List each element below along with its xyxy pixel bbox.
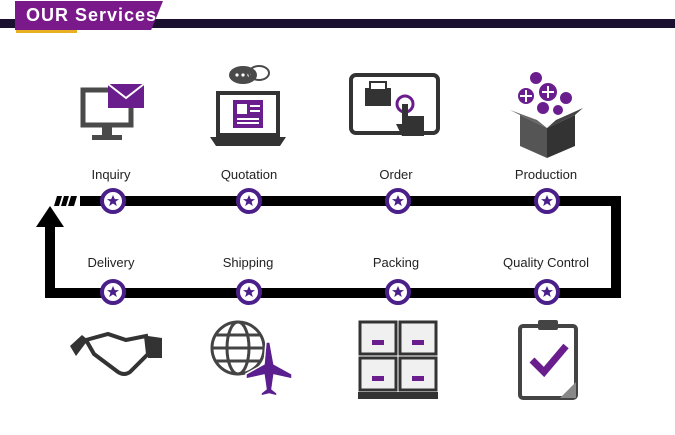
computer-mail-icon <box>80 83 145 140</box>
process-track <box>36 196 621 298</box>
step-label-inquiry: Inquiry <box>91 167 131 182</box>
handshake-icon <box>70 331 162 376</box>
touchscreen-printer-icon <box>349 73 440 136</box>
step-marker-order <box>385 188 411 214</box>
box-plus-icon <box>510 72 583 158</box>
header-tab <box>15 1 163 30</box>
step-marker-delivery <box>100 279 126 305</box>
step-label-production: Production <box>514 167 578 182</box>
header-bar <box>0 19 675 28</box>
step-marker-quotation <box>236 188 262 214</box>
header-accent <box>16 30 77 33</box>
globe-plane-icon <box>210 320 293 397</box>
step-marker-inquiry <box>100 188 126 214</box>
step-marker-shipping <box>236 279 262 305</box>
step-label-packing: Packing <box>372 255 420 270</box>
laptop-chat-icon <box>210 65 286 146</box>
step-marker-packing <box>385 279 411 305</box>
step-marker-quality <box>534 279 560 305</box>
arrow-up-icon <box>36 206 64 227</box>
page-title: OUR Services <box>26 5 158 25</box>
step-marker-production <box>534 188 560 214</box>
step-label-order: Order <box>379 167 413 182</box>
clipboard-check-icon <box>518 320 578 400</box>
stacked-boxes-icon <box>358 320 438 399</box>
step-label-quality-control: Quality Control <box>503 255 589 270</box>
step-label-quotation: Quotation <box>220 167 278 182</box>
step-label-delivery: Delivery <box>87 255 135 270</box>
step-label-shipping: Shipping <box>222 255 274 270</box>
